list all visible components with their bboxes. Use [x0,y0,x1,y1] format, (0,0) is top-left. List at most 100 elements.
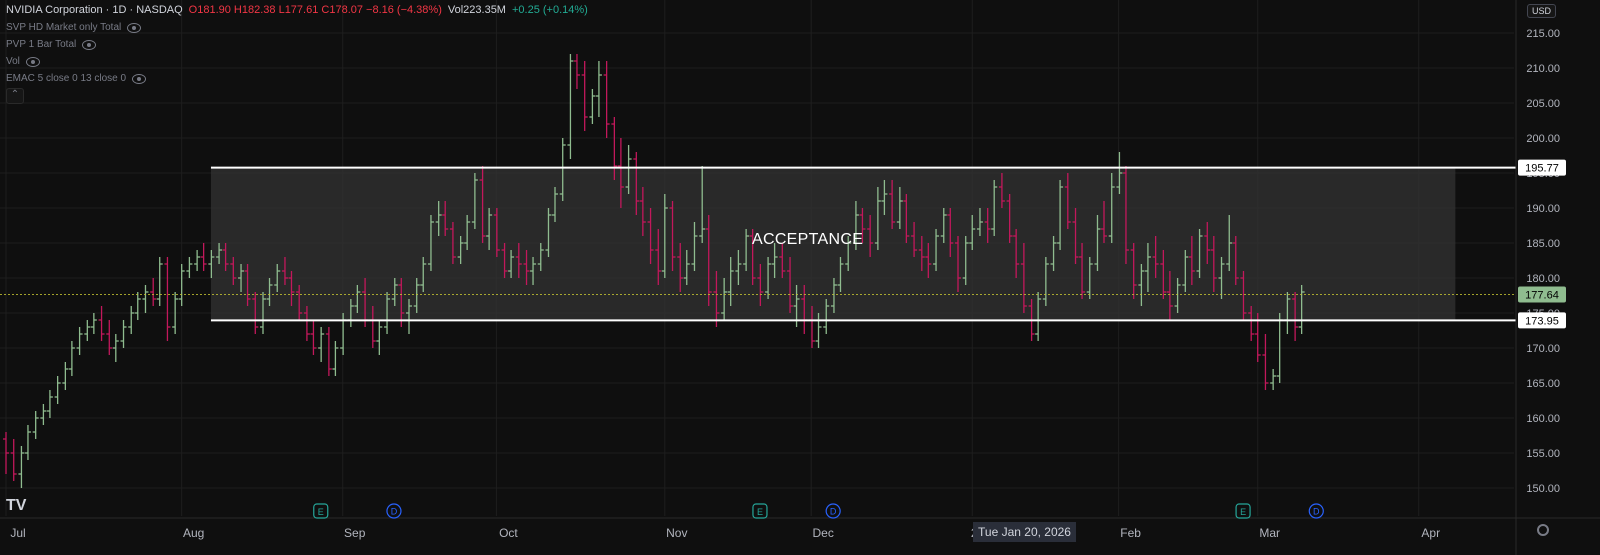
ohlc-bar [705,215,712,306]
ohlc-bar [1013,229,1020,278]
ohlc-bar [947,208,954,257]
crosshair-date-label: Tue Jan 20, 2026 [973,522,1076,542]
ohlc-bar [1240,271,1247,320]
currency-button[interactable]: USD [1526,4,1556,18]
ohlc-bar [208,250,215,278]
ohlc-bar [933,229,940,271]
ohlc-bar [260,292,266,334]
ohlc-bar [68,341,75,376]
ohlc-bar [639,187,646,236]
ohlc-bar [427,215,434,271]
ohlc-bar [889,180,896,229]
ohlc-bar [1196,229,1203,278]
ohlc-bar [222,243,229,271]
ohlc-bar [677,243,684,292]
ohlc-bar [1292,292,1299,341]
ohlc-bar [603,61,610,138]
ohlc-bar [442,201,449,236]
indicator-label: PVP 1 Bar Total [6,39,77,50]
ohlc-bar [896,187,903,229]
ohlc-bar [976,208,983,236]
ohlc-bar [128,306,135,334]
ohlc-bar [238,264,245,292]
ohlc-bar [713,271,720,327]
ohlc-bar [867,215,874,257]
earnings-icon [752,503,768,519]
indicator-label: EMAC 5 close 0 13 close 0 [6,73,127,84]
x-tick-label: Dec [813,526,834,540]
eye-icon[interactable] [82,39,97,50]
eye-icon[interactable] [132,73,147,84]
dividend-marker[interactable]: D [1308,503,1324,519]
ohlc-bar [523,250,530,285]
eye-icon[interactable] [25,56,40,67]
earnings-marker[interactable]: E [313,503,329,519]
ohlc-bar [230,257,237,285]
indicator-pvp[interactable]: PVP 1 Bar Total [6,36,588,53]
ohlc-bar [823,299,830,334]
ohlc-bar [457,236,464,264]
legend-main-row[interactable]: NVIDIA Corporation · 1D · NASDAQ O181.90… [6,2,588,19]
dividend-label: D [830,507,837,517]
ohlc-bar [727,257,734,306]
gear-icon[interactable] [1537,524,1549,536]
ohlc-bar [1218,257,1225,299]
eye-icon[interactable] [127,22,142,33]
ohlc-bar [1020,243,1027,313]
symbol-title[interactable]: NVIDIA Corporation · 1D · NASDAQ [6,4,183,16]
ohlc-bar [142,285,149,313]
ohlc-bar [998,173,1005,208]
ohlc-bar [486,208,493,250]
ohlc-bar [874,187,881,250]
indicator-svp[interactable]: SVP HD Market only Total [6,19,588,36]
earnings-label: E [1240,507,1246,517]
dividend-marker[interactable]: D [825,503,841,519]
ohlc-bar [1144,243,1151,292]
earnings-marker[interactable]: E [752,503,768,519]
y-tick-label: 155.00 [1526,448,1560,460]
ohlc-bar [567,54,574,159]
ohlc-bar [471,173,478,229]
ohlc-bar [1160,250,1167,299]
ohlc-bar [765,257,772,299]
indicator-vol[interactable]: Vol [6,53,588,70]
ohlc-bar [537,243,544,271]
ohlc-bar [1072,208,1079,264]
ohlc-bar [962,236,969,285]
ohlc-bar [1064,173,1071,229]
y-tick-label: 190.00 [1526,203,1560,215]
ohlc-bar [595,61,602,117]
ohlc-bar [699,166,706,243]
ohlc-bar [1298,285,1305,334]
x-tick-label: Jul [10,526,25,540]
lower-level-label: 173.95 [1525,315,1559,327]
ohlc-bar [611,117,618,180]
y-tick-label: 165.00 [1526,378,1560,390]
ohlc-bars [3,54,1305,488]
tradingview-logo[interactable]: TV [6,497,27,514]
x-tick-label: Feb [1120,526,1141,540]
indicator-emac[interactable]: EMAC 5 close 0 13 close 0 [6,70,588,87]
ohlc-bar [186,257,193,278]
ohlc-bar [398,278,405,327]
chevron-up-icon[interactable]: ⌃ [6,88,24,104]
ohlc-values: O181.90 H182.38 L177.61 C178.07 −8.16 (−… [188,4,442,16]
dividend-marker[interactable]: D [386,503,402,519]
ohlc-bar [859,208,866,243]
y-tick-label: 150.00 [1526,483,1560,495]
ohlc-bar [1138,264,1145,306]
ohlc-bar [1094,215,1101,271]
x-tick-label: Oct [499,526,518,540]
ohlc-bar [837,257,844,292]
ohlc-bar [1226,215,1233,271]
ohlc-bar [1101,201,1107,243]
y-tick-label: 180.00 [1526,273,1560,285]
ohlc-bar [881,180,888,215]
ohlc-bar [1006,194,1013,243]
y-tick-label: 185.00 [1526,238,1560,250]
upper-level-label: 195.77 [1525,163,1559,175]
ohlc-bar [852,201,859,250]
earnings-marker[interactable]: E [1235,503,1251,519]
